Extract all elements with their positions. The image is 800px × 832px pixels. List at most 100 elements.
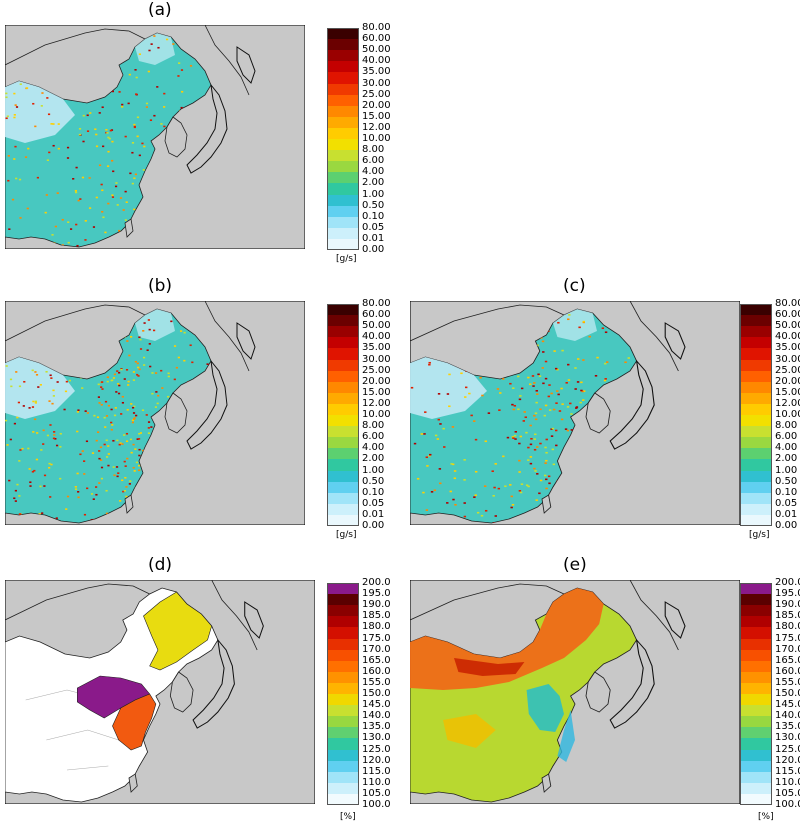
colorbar-swatch (327, 172, 359, 184)
colorbar-tick-label: 35.00 (775, 342, 800, 354)
colorbar-tick-label: 0.01 (362, 508, 385, 520)
colorbar-tick-label: 200.0 (362, 577, 391, 588)
region-highest-increase (454, 658, 525, 676)
land-border-line (629, 301, 679, 372)
colorbar-tick-label: 0.50 (362, 199, 385, 211)
colorbar-swatch (740, 403, 772, 416)
colorbar-swatch (327, 315, 359, 327)
map-a (5, 25, 305, 249)
colorbar-e: 200.0195.0190.0185.0180.0175.0170.0165.0… (740, 578, 800, 810)
colorbar-tick-label: 110.0 (775, 776, 800, 788)
colorbar-swatch (740, 605, 772, 617)
low-emission-region (410, 357, 487, 419)
colorbar-tick-label: 1.00 (362, 188, 385, 200)
japan-outline (192, 601, 264, 729)
colorbar-swatch (327, 94, 359, 107)
colorbar-tick-label: 50.00 (362, 320, 391, 332)
colorbar-swatch (740, 738, 772, 750)
colorbar-tick-label: 60.00 (362, 309, 391, 321)
colorbar-swatch (327, 116, 359, 129)
colorbar-tick-label: 155.0 (362, 676, 391, 688)
colorbar-swatch (740, 771, 772, 784)
colorbar-c: 80.0060.0050.0040.0035.0030.0025.0020.00… (740, 299, 800, 531)
colorbar-tick-label: 185.0 (775, 610, 800, 622)
colorbar-swatch (327, 649, 359, 662)
region-moderate-increase (526, 684, 564, 732)
land-border-line (5, 28, 146, 66)
colorbar-tick-label: 1.00 (362, 464, 385, 476)
colorbar-tick-label: 0.01 (775, 508, 798, 520)
colorbar-tick-label: 1.00 (775, 464, 798, 476)
panel-label: (d) (148, 555, 173, 575)
korea-outline (164, 116, 188, 158)
colorbar-tick-label: 160.0 (775, 665, 800, 677)
colorbar-swatch (740, 392, 772, 405)
colorbar-tick-label: 50.00 (362, 44, 391, 56)
colorbar-tick-label: 6.00 (362, 431, 385, 443)
china-landmass (5, 32, 212, 248)
colorbar-swatch (327, 503, 359, 516)
japan-outline (609, 322, 686, 450)
colorbar-unit: [%] (340, 812, 356, 822)
colorbar-tick-label: 195.0 (775, 588, 800, 600)
colorbar-swatch (740, 503, 772, 516)
colorbar-swatch (327, 194, 359, 207)
colorbar-d: 200.0 195.0 190.0 185.0 180.0 175.0 170.0 165.0… (327, 578, 391, 810)
colorbar-swatch (327, 638, 359, 651)
colorbar-swatch (740, 671, 772, 684)
panel-d: (d) 200.0 195.0 190.0 185.0 180.0 175.0 170.0 1… (0, 555, 400, 832)
colorbar-swatch (740, 638, 772, 651)
colorbar-tick-label: 125.0 (362, 743, 391, 755)
colorbar-tick-label: 10.00 (362, 133, 391, 144)
colorbar-swatch (327, 448, 359, 460)
colorbar-swatch (327, 359, 359, 372)
colorbar-unit: [g/s] (336, 530, 357, 540)
colorbar-tick-label: 6.00 (775, 431, 798, 443)
colorbar-tick-label: 190.0 (775, 599, 800, 611)
land-border-line (410, 583, 565, 621)
colorbar-swatch (740, 315, 772, 327)
colorbar-swatch (740, 448, 772, 460)
colorbar-a: 80.00 60.00 50.00 40.00 35.00 30.00 25.00 20.00… (327, 23, 391, 255)
land-border-line (5, 583, 150, 621)
colorbar-swatch (327, 238, 359, 251)
land-border-line (204, 301, 250, 372)
land-border-line (410, 304, 565, 342)
panel-c: (c) 80.0060.0050.0040.0035.0030.0025.002… (405, 276, 800, 546)
region-east-china (112, 693, 157, 751)
colorbar-swatch (327, 150, 359, 162)
land-border-line (204, 25, 250, 96)
colorbar-tick-label: 2.00 (775, 453, 798, 465)
colorbar-swatch (740, 437, 772, 449)
colorbar-swatch (740, 459, 772, 471)
colorbar-tick-label: 185.0 (362, 610, 391, 622)
land-border-line (629, 580, 679, 651)
colorbar-tick-label: 12.00 (362, 121, 391, 133)
colorbar-swatch (327, 727, 359, 739)
low-emission-region (135, 33, 175, 65)
colorbar-swatch (740, 381, 772, 394)
colorbar-tick-label: 6.00 (362, 155, 385, 167)
colorbar-swatch (327, 705, 359, 717)
colorbar-b: 80.00 60.00 50.00 40.00 35.00 30.00 25.00 20.00… (327, 299, 391, 531)
colorbar-tick-label: 145.0 (775, 699, 800, 711)
colorbar-tick-label: 115.0 (362, 765, 391, 777)
colorbar-swatch (740, 348, 772, 360)
region-mid-increase (443, 714, 496, 748)
taiwan-outline (541, 494, 552, 514)
colorbar-swatch (740, 649, 772, 662)
colorbar-tick-label: 180.0 (362, 621, 391, 633)
taiwan-outline (124, 218, 134, 238)
colorbar-tick-label: 20.00 (775, 375, 800, 387)
colorbar-swatch (327, 716, 359, 728)
colorbar-tick-label: 0.50 (362, 475, 385, 487)
map-d (5, 580, 315, 804)
colorbar-tick-label: 0.05 (775, 497, 798, 509)
colorbar-swatch (327, 660, 359, 673)
colorbar-swatch (327, 403, 359, 416)
taiwan-outline (128, 773, 138, 793)
colorbar-swatch (327, 127, 359, 140)
colorbar-swatch (327, 50, 359, 62)
colorbar-tick-label: 130.0 (362, 732, 391, 744)
map-e (410, 580, 740, 804)
